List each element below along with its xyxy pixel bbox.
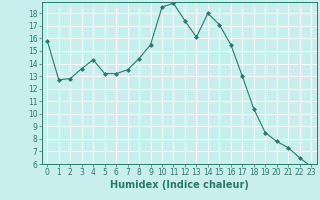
X-axis label: Humidex (Indice chaleur): Humidex (Indice chaleur) — [110, 180, 249, 190]
